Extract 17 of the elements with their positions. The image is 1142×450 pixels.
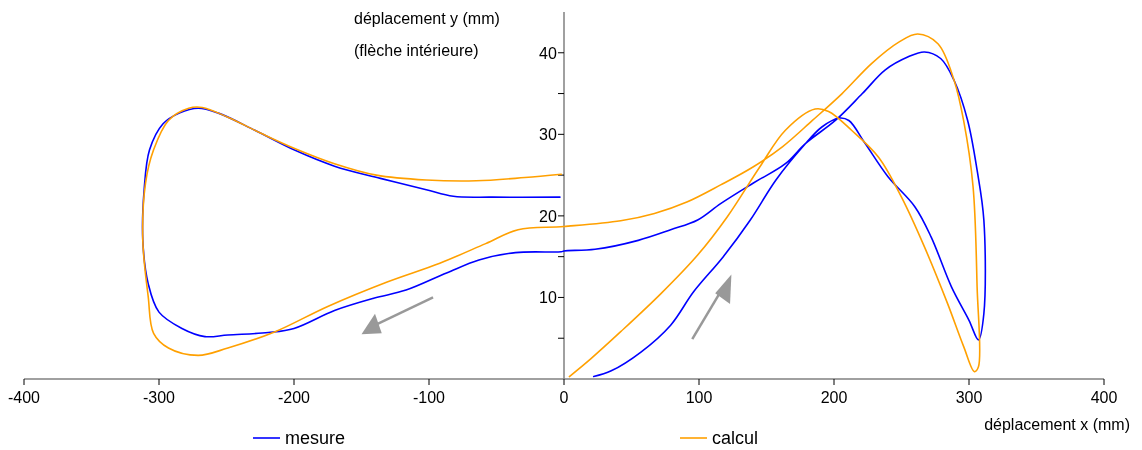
- x-tick-label: 400: [1090, 389, 1118, 406]
- x-tick-label: -400: [7, 389, 41, 406]
- y-tick-label: 20: [539, 207, 557, 225]
- x-tick-label: -300: [142, 389, 176, 406]
- x-tick-label: -200: [277, 389, 311, 406]
- x-axis-title: déplacement x (mm): [984, 416, 1130, 433]
- x-tick-label: 300: [955, 389, 983, 406]
- x-tick-label: -100: [412, 389, 446, 406]
- x-tick-label: 100: [685, 389, 713, 406]
- x-tick-label: 200: [820, 389, 848, 406]
- x-tick-label: 0: [559, 389, 569, 406]
- legend-label: calcul: [712, 428, 759, 448]
- y-tick-label: 40: [539, 44, 557, 62]
- y-tick-label: 10: [539, 289, 557, 307]
- legend-label: mesure: [285, 428, 346, 448]
- y-tick-label: 30: [539, 126, 557, 144]
- y-axis-title: déplacement y (mm) (flèche intérieure): [354, 10, 500, 59]
